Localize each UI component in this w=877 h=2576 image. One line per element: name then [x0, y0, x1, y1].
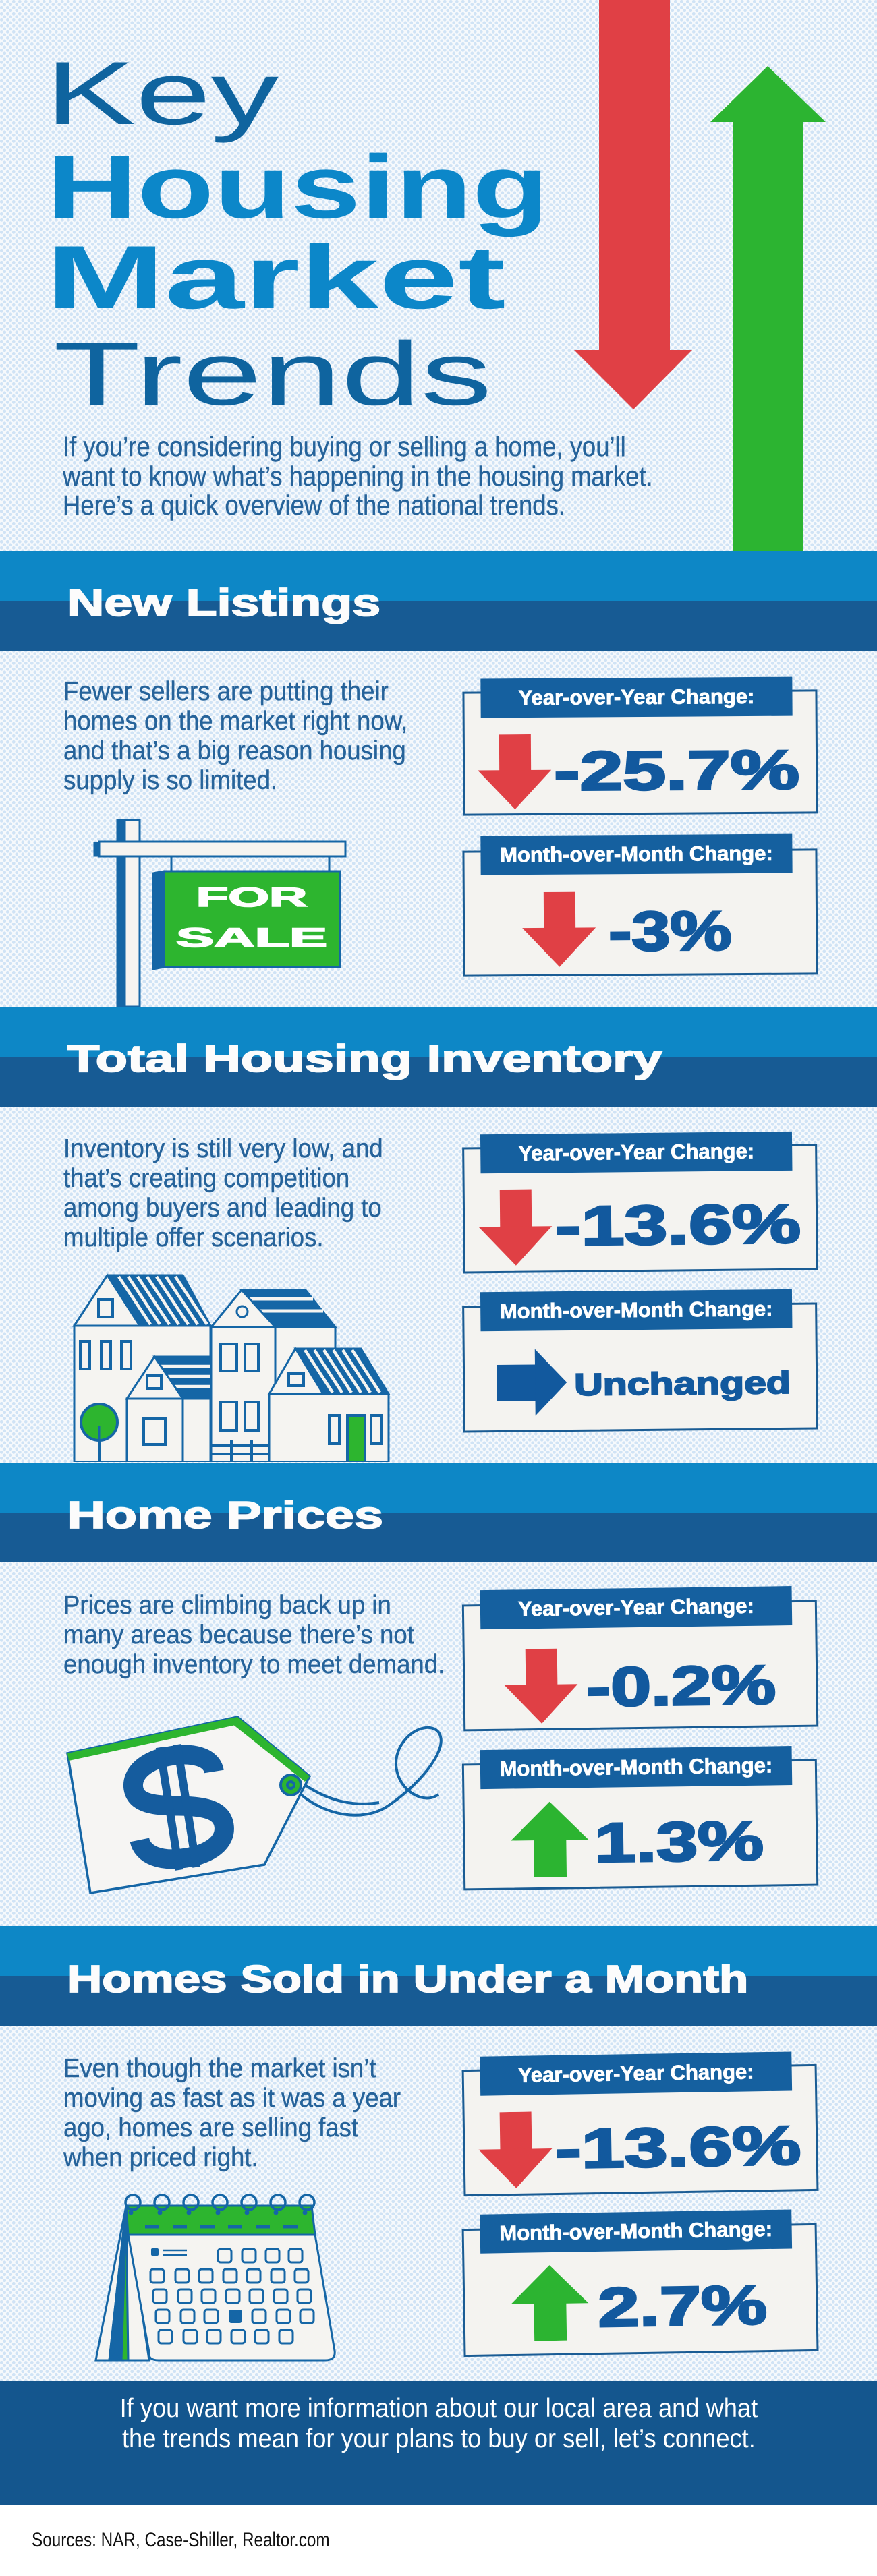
- svg-text:SALE: SALE: [176, 923, 327, 953]
- svg-text:FOR: FOR: [196, 883, 308, 913]
